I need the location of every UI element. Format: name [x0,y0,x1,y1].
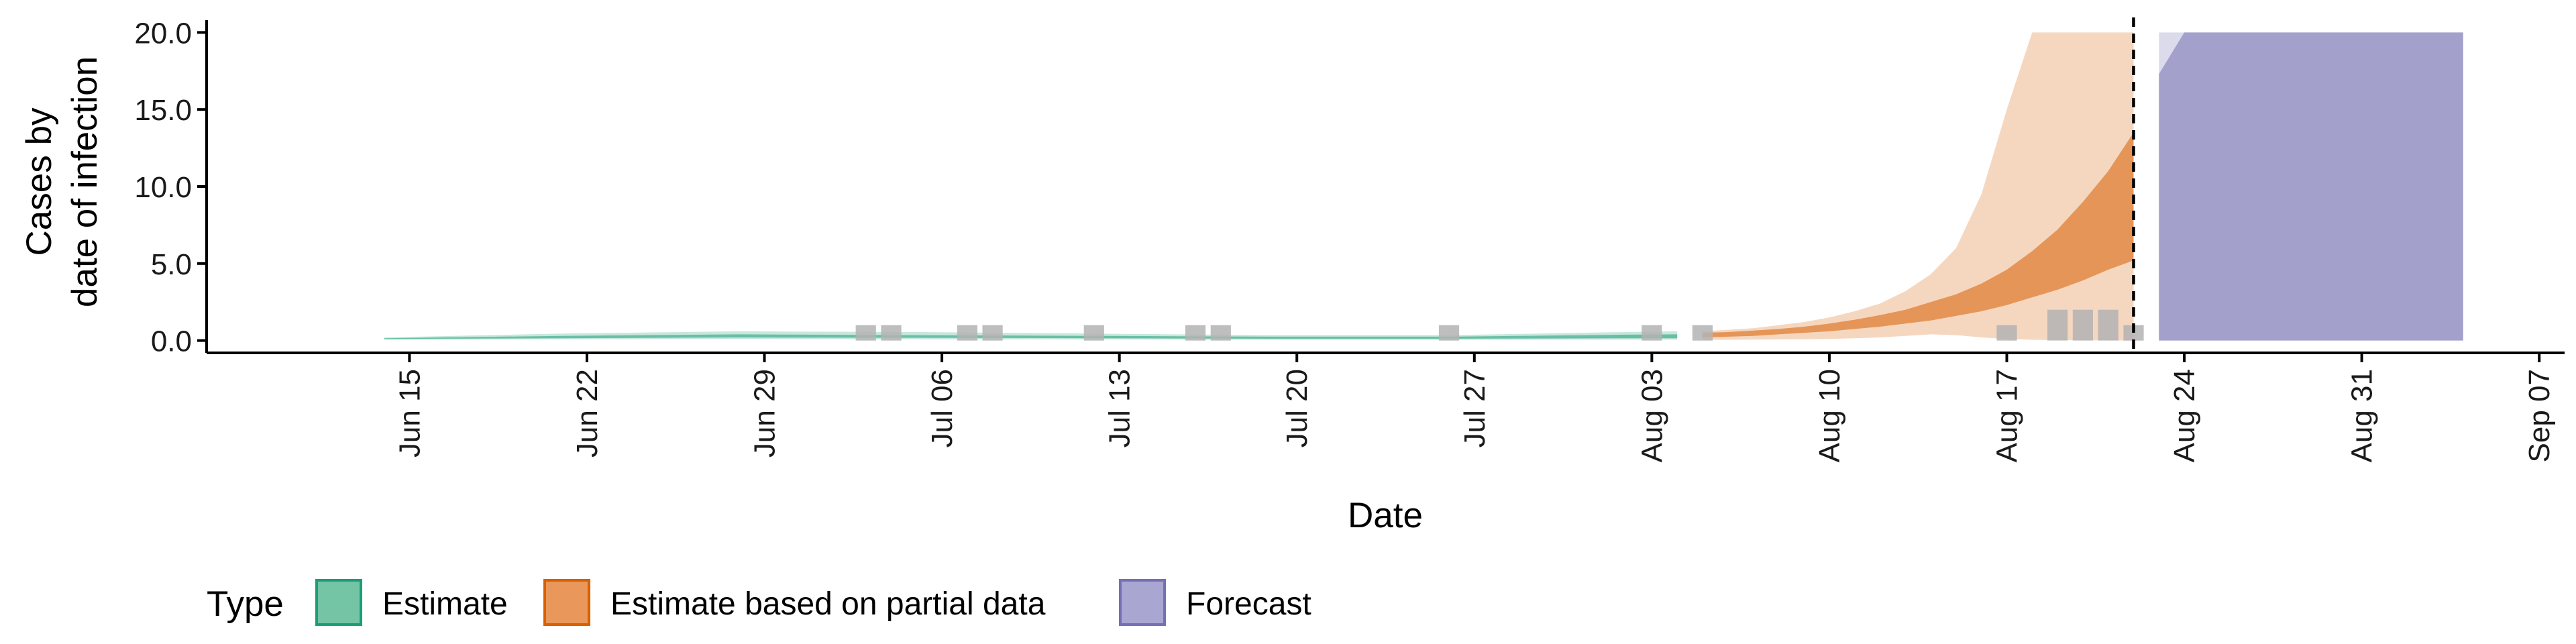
y-tick-label: 20.0 [134,17,192,50]
y-tick-label: 10.0 [134,171,192,204]
legend-label-estimate: Estimate [382,586,508,622]
forecast-inner-band [2159,32,2463,341]
x-tick-label: Jul 13 [1104,369,1136,447]
y-ticks: 0.0 5.0 10.0 15.0 20.0 [134,17,207,358]
estimate-based-on-partial-data-outer-band [1702,32,2134,341]
y-axis-title-line-1: Cases by [19,107,59,256]
x-tick-label: Jul 06 [926,369,959,447]
y-axis-title-line-2: date of infection [65,56,105,307]
reported-case-bars [855,309,2144,341]
estimate-inner-band [384,334,1678,339]
reported-case-bar [855,325,876,341]
reported-case-bar [1996,325,2017,341]
reported-case-bar [2072,309,2093,341]
legend: Type Estimate Estimate based on partial … [207,579,1311,626]
reported-case-bar [1185,325,1206,341]
legend-title: Type [207,584,284,624]
legend-key-estimate [315,579,362,626]
reported-case-bar [1210,325,1231,341]
x-ticks: Jun 15 Jun 22 Jun 29 Jul 06 Jul 13 Jul 20 Jul … [393,353,2556,462]
x-axis-title: Date [1348,496,1423,535]
x-tick-label: Jul 20 [1281,369,1313,447]
x-tick-label: Sep 07 [2523,369,2556,462]
x-tick-label: Aug 03 [1635,369,1668,462]
x-tick-label: Jun 22 [571,369,604,458]
legend-key-partial [543,579,590,626]
reported-case-bar [982,325,1003,341]
legend-label-partial: Estimate based on partial data [610,586,1046,622]
y-tick-label: 0.0 [151,325,192,358]
x-tick-label: Aug 17 [1991,369,2024,462]
reported-case-bar [2123,325,2144,341]
reported-case-bar [957,325,977,341]
series-bands [384,32,2463,341]
reported-case-bar [2098,309,2118,341]
x-tick-label: Jun 29 [749,369,782,458]
reported-case-bar [1642,325,1662,341]
x-tick-label: Aug 31 [2346,369,2379,462]
reported-case-bar [2047,309,2068,341]
reported-case-bar [1438,325,1460,341]
legend-label-forecast: Forecast [1186,586,1311,622]
legend-key-forecast [1119,579,1166,626]
y-tick-label: 5.0 [151,248,192,281]
reported-case-bar [881,325,902,341]
x-tick-label: Jun 15 [393,369,426,458]
y-axis-title: Cases by date of infection [19,56,105,307]
reported-case-bar [1692,325,1713,341]
x-tick-label: Jul 27 [1458,369,1491,447]
x-tick-label: Aug 10 [1813,369,1846,462]
estimate-based-on-partial-data-inner-band [1702,132,2134,337]
y-tick-label: 15.0 [134,94,192,127]
reported-case-bar [1083,325,1104,341]
x-tick-label: Aug 24 [2168,369,2201,462]
